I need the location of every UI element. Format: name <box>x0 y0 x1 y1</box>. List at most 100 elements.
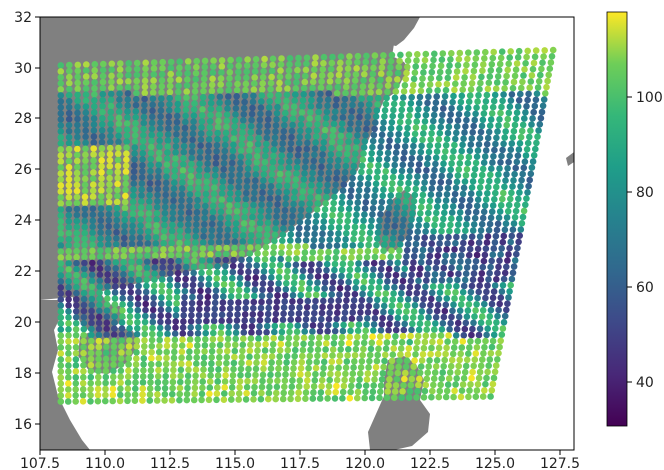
data-point <box>502 220 510 227</box>
data-point <box>477 79 484 87</box>
data-point <box>501 269 509 277</box>
data-point <box>358 229 366 237</box>
data-point <box>431 326 438 333</box>
data-point <box>151 258 159 265</box>
data-point <box>156 336 163 344</box>
data-point <box>390 106 397 114</box>
data-point <box>490 374 498 382</box>
data-point <box>224 341 231 349</box>
data-point <box>444 184 452 192</box>
data-point <box>182 263 190 271</box>
data-point <box>345 205 353 213</box>
data-point <box>269 255 277 263</box>
data-point <box>245 365 252 373</box>
data-point <box>57 92 65 99</box>
data-point <box>258 86 266 93</box>
data-point <box>246 256 253 264</box>
data-point <box>420 69 427 76</box>
data-point <box>235 396 242 403</box>
data-point <box>449 98 456 106</box>
data-point <box>240 329 248 336</box>
data-point <box>167 64 175 72</box>
data-point <box>433 357 441 364</box>
data-point <box>187 318 195 325</box>
data-point <box>278 146 286 153</box>
data-point <box>246 244 254 251</box>
data-point <box>513 250 520 258</box>
data-point <box>353 272 361 280</box>
data-point <box>106 174 113 182</box>
data-point <box>310 236 318 244</box>
data-point <box>265 389 273 397</box>
data-point <box>65 109 73 117</box>
data-point <box>238 250 246 258</box>
data-point <box>294 243 301 250</box>
data-point <box>396 57 403 65</box>
data-point <box>464 307 472 314</box>
data-point <box>417 265 424 272</box>
data-point <box>142 300 149 308</box>
data-point <box>81 199 89 207</box>
data-point <box>494 312 501 320</box>
data-point <box>437 123 445 131</box>
data-point <box>450 252 457 259</box>
data-point <box>192 82 199 89</box>
data-point <box>180 318 187 325</box>
data-point <box>495 171 502 178</box>
data-point <box>220 166 227 173</box>
data-point <box>393 210 400 218</box>
data-point <box>57 128 65 135</box>
data-point <box>98 187 105 194</box>
data-point <box>353 65 360 72</box>
data-point <box>474 147 482 154</box>
data-point <box>57 302 65 309</box>
data-point <box>341 309 349 317</box>
data-point <box>477 128 485 136</box>
data-point <box>80 283 88 291</box>
data-point <box>141 101 148 109</box>
data-point <box>327 151 335 158</box>
data-point <box>471 214 479 222</box>
data-point <box>257 104 265 111</box>
data-point <box>404 124 411 132</box>
data-point <box>104 289 111 297</box>
data-point <box>261 353 268 360</box>
data-point <box>286 322 294 330</box>
data-point <box>251 74 258 81</box>
data-point <box>128 240 136 248</box>
data-point <box>518 220 526 227</box>
data-point <box>186 342 194 349</box>
data-point <box>145 210 153 217</box>
data-point <box>281 383 288 391</box>
data-point <box>419 246 427 254</box>
data-point <box>104 277 111 284</box>
data-point <box>469 276 477 284</box>
data-point <box>360 278 368 286</box>
data-point <box>164 143 171 150</box>
data-point <box>296 218 304 226</box>
data-point <box>468 184 476 191</box>
data-point <box>147 149 155 157</box>
data-point <box>402 136 410 144</box>
data-point <box>98 157 105 164</box>
data-point <box>148 125 156 133</box>
data-point <box>323 114 330 122</box>
data-point <box>410 252 418 260</box>
data-point <box>428 393 435 401</box>
data-point <box>340 254 347 262</box>
data-point <box>324 328 331 335</box>
data-point <box>323 340 330 347</box>
data-point <box>391 161 399 169</box>
data-point <box>223 123 230 131</box>
data-point <box>330 340 338 347</box>
data-point <box>170 354 178 362</box>
data-point <box>375 284 383 291</box>
data-point <box>316 328 324 335</box>
data-point <box>124 379 132 387</box>
data-point <box>161 391 169 398</box>
data-point <box>250 389 258 397</box>
data-point <box>57 194 65 201</box>
data-point <box>438 375 446 382</box>
data-point <box>222 129 230 137</box>
data-point <box>400 382 407 389</box>
